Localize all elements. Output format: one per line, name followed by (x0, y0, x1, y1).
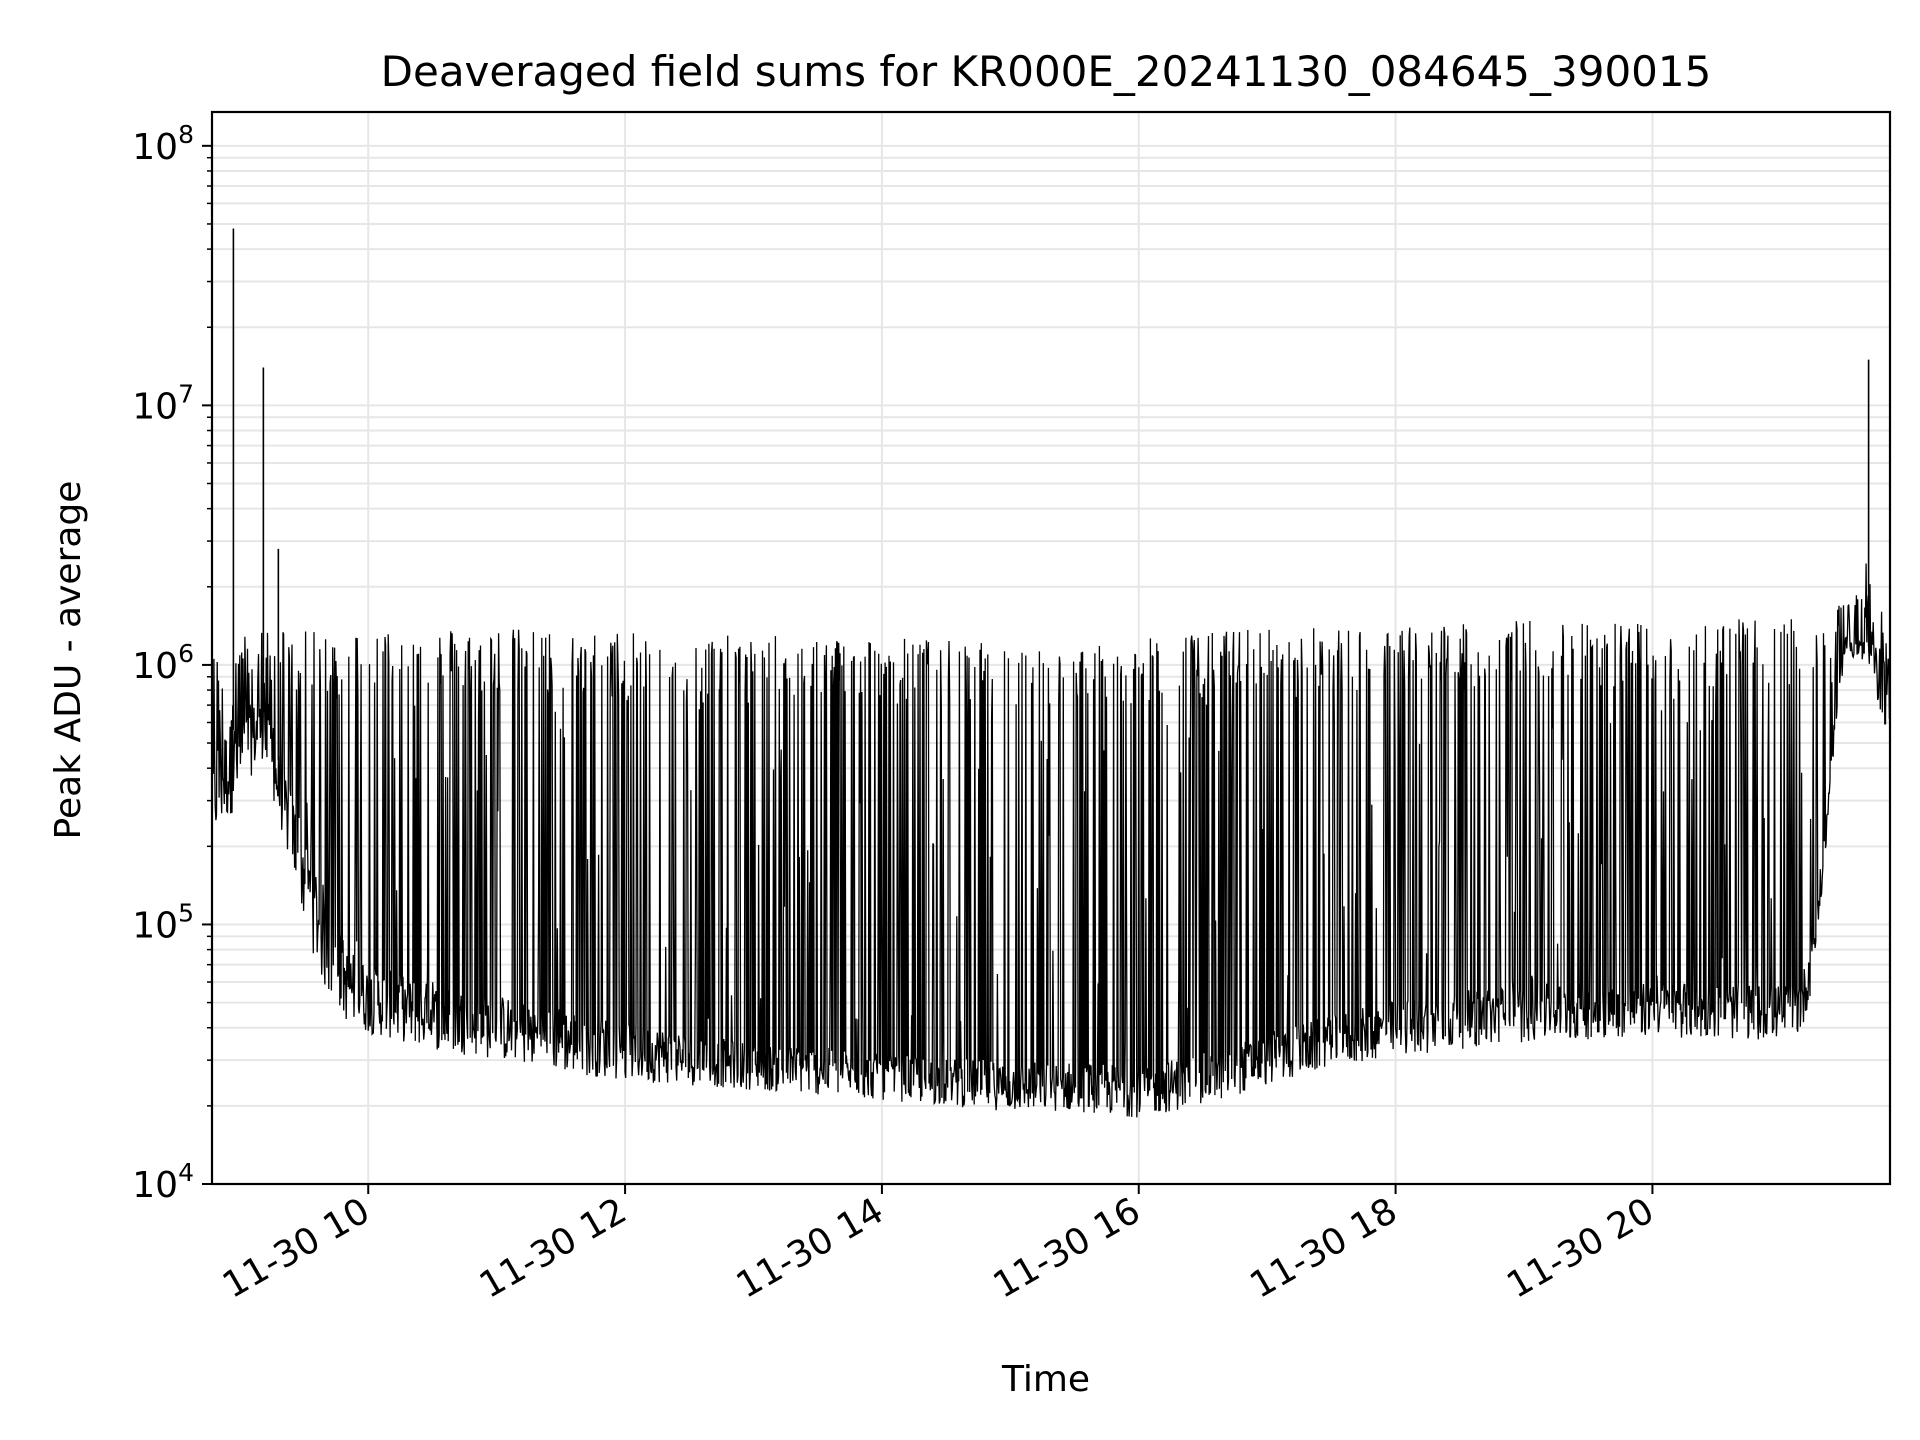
y-tick-label-base: 10 (132, 1165, 178, 1206)
y-tick-label: 106 (132, 639, 194, 687)
y-tick-label-exponent: 6 (178, 639, 194, 668)
y-tick-label: 105 (132, 898, 194, 946)
y-tick-label-exponent: 8 (178, 120, 194, 149)
y-axis-label: Peak ADU - average (48, 481, 89, 840)
y-tick-label-base: 10 (132, 386, 178, 427)
y-tick-label-exponent: 7 (178, 379, 194, 408)
y-tick-label: 108 (132, 120, 194, 168)
y-tick-label: 107 (132, 379, 194, 427)
y-tick-label-base: 10 (132, 127, 178, 168)
x-axis-label: Time (1001, 1359, 1090, 1400)
axes-frame (210, 110, 1892, 1186)
series-line (211, 563, 1891, 1118)
chart-title: Deaveraged field sums for KR000E_2024113… (381, 47, 1712, 96)
y-tick-label-exponent: 4 (178, 1158, 194, 1187)
y-tick-label-base: 10 (132, 905, 178, 946)
y-tick-label: 104 (132, 1158, 194, 1206)
y-tick-label-base: 10 (132, 646, 178, 687)
y-tick-label-exponent: 5 (178, 898, 194, 927)
